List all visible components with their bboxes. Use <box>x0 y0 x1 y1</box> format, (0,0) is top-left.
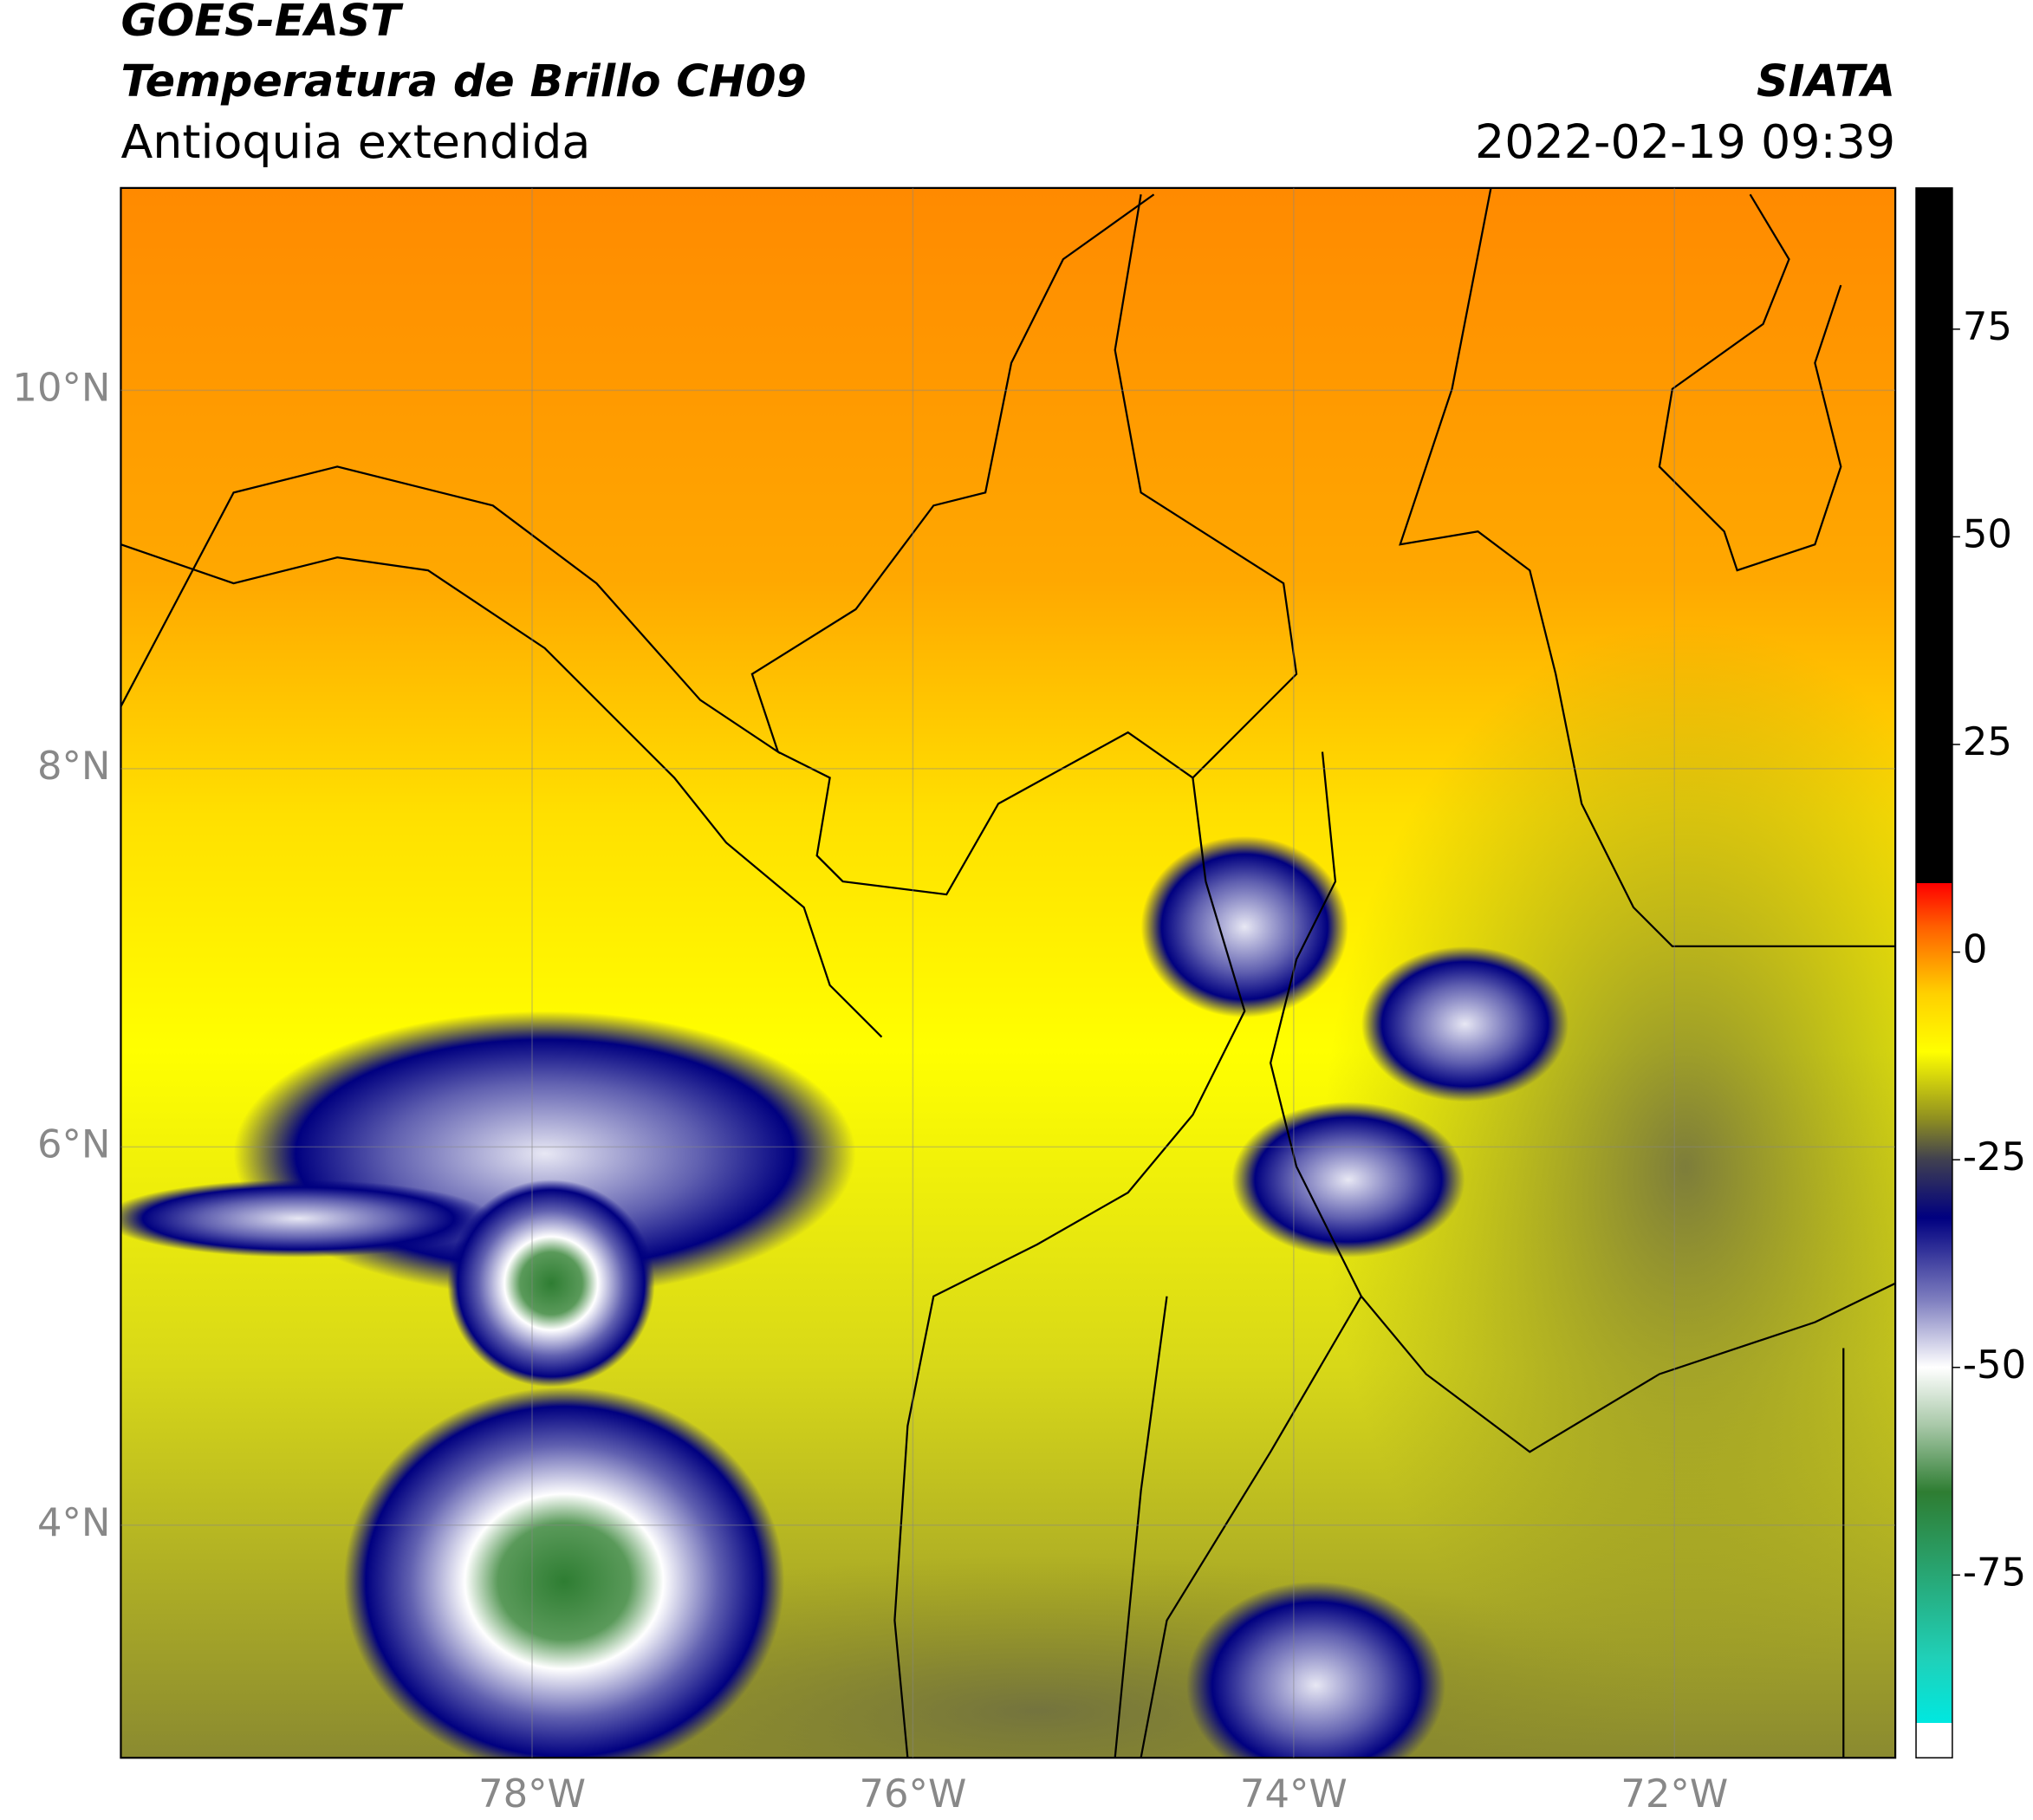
colorbar-tick-label: -25 <box>1963 1134 2026 1180</box>
map-frame <box>120 186 1897 1759</box>
lat-tick-label: 8°N <box>37 743 111 789</box>
lon-tick-label: 74°W <box>1240 1771 1348 1817</box>
colorbar-tick-label: -75 <box>1963 1549 2026 1595</box>
colorbar <box>1915 187 1953 1758</box>
colorbar-tick-label: -50 <box>1963 1342 2026 1388</box>
lat-tick-label: 4°N <box>37 1499 111 1545</box>
datetime: 2022-02-19 09:39 <box>1475 114 1895 169</box>
lon-tick-label: 78°W <box>478 1771 586 1817</box>
lat-tick-label: 6°N <box>37 1121 111 1167</box>
colorbar-tick-label: 0 <box>1963 926 1988 972</box>
org: SIATA <box>1757 55 1895 107</box>
subtitle: Antioquia extendida <box>120 114 590 169</box>
grid <box>120 187 1896 1758</box>
colorbar-tick-label: 25 <box>1963 718 2012 764</box>
satellite-image <box>120 187 1896 1758</box>
colorbar-tick-label: 50 <box>1963 510 2012 556</box>
lon-tick-label: 72°W <box>1621 1771 1728 1817</box>
lon-tick-label: 76°W <box>859 1771 966 1817</box>
lat-tick-label: 10°N <box>12 364 110 410</box>
title: Temperatura de Brillo CH09 <box>120 55 806 107</box>
colorbar-tick-label: 75 <box>1963 303 2012 349</box>
title: GOES-EAST <box>120 0 404 46</box>
